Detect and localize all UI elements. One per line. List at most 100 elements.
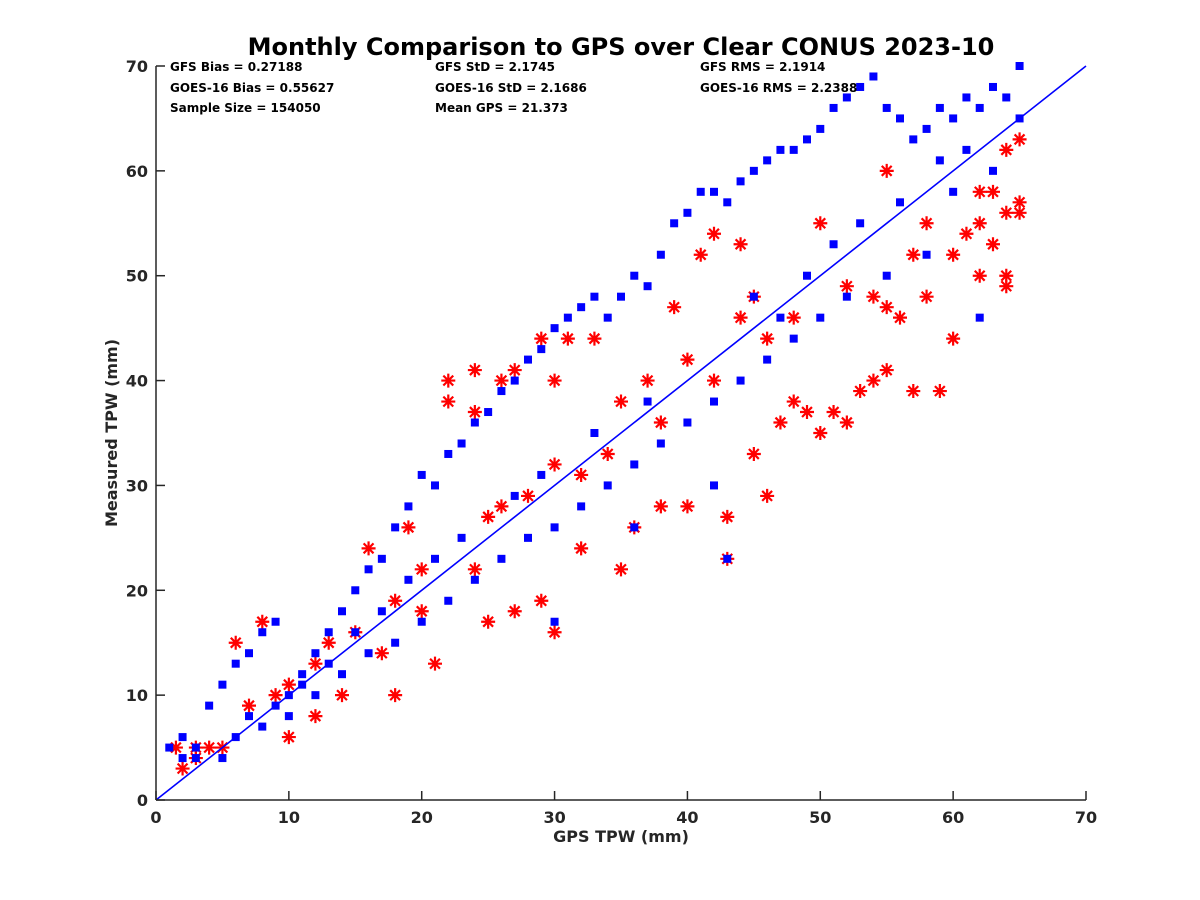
data-point xyxy=(271,617,280,626)
data-point xyxy=(361,541,376,556)
data-point xyxy=(614,562,628,577)
x-tick-label: 30 xyxy=(543,808,565,827)
chart-title: Monthly Comparison to GPS over Clear CON… xyxy=(248,33,995,61)
data-point xyxy=(534,593,549,608)
data-point xyxy=(537,345,546,354)
data-point xyxy=(746,446,761,461)
data-point xyxy=(377,607,386,616)
data-point xyxy=(467,405,482,420)
data-point xyxy=(842,93,851,102)
data-point xyxy=(640,373,655,388)
data-point xyxy=(165,743,174,752)
data-point xyxy=(707,226,721,241)
data-point xyxy=(175,761,190,776)
y-tick-label: 60 xyxy=(126,162,148,181)
axes xyxy=(155,66,1086,801)
data-point xyxy=(467,562,482,577)
data-point xyxy=(932,384,947,399)
data-point xyxy=(311,649,320,658)
data-point xyxy=(816,313,825,322)
data-point xyxy=(763,156,772,165)
data-point xyxy=(707,373,721,388)
data-point xyxy=(258,628,267,637)
gfs-series xyxy=(168,132,1027,776)
data-point xyxy=(351,586,360,595)
data-point xyxy=(497,554,506,563)
data-point xyxy=(839,279,854,294)
data-point xyxy=(441,373,456,388)
data-point xyxy=(470,575,479,584)
data-point xyxy=(414,604,429,619)
stat-gfs-std: GFS StD = 2.1745 xyxy=(435,60,555,74)
data-point xyxy=(693,247,708,262)
data-point xyxy=(975,103,984,112)
data-point xyxy=(470,418,479,427)
data-point xyxy=(683,418,692,427)
data-point xyxy=(919,289,934,304)
data-point xyxy=(999,205,1014,220)
data-point xyxy=(550,523,559,532)
data-point xyxy=(281,677,296,692)
data-point xyxy=(457,533,466,542)
y-tick-label: 70 xyxy=(126,57,148,76)
data-point xyxy=(962,145,971,154)
data-point xyxy=(882,271,891,280)
data-point xyxy=(563,313,572,322)
data-point xyxy=(786,394,801,409)
y-tick-label: 20 xyxy=(126,581,148,600)
x-axis-label: GPS TPW (mm) xyxy=(553,827,689,846)
data-point xyxy=(763,355,772,364)
data-point xyxy=(776,145,785,154)
data-point xyxy=(335,688,349,703)
data-point xyxy=(298,670,307,679)
data-point xyxy=(879,300,894,315)
data-point xyxy=(826,405,841,420)
x-tick-label: 10 xyxy=(278,808,300,827)
data-point xyxy=(441,394,456,409)
stat-gfs-bias: GFS Bias = 0.27188 xyxy=(170,60,302,74)
one-to-one-line xyxy=(155,65,1087,801)
data-point xyxy=(284,712,293,721)
data-point xyxy=(879,163,894,178)
x-tick-label: 40 xyxy=(676,808,698,827)
data-point xyxy=(643,282,652,291)
data-point xyxy=(999,279,1014,294)
data-point xyxy=(494,373,509,388)
data-point xyxy=(574,467,589,482)
y-tick-label: 0 xyxy=(137,791,148,810)
data-point xyxy=(882,103,891,112)
data-point xyxy=(723,198,732,207)
data-point xyxy=(710,187,718,196)
y-tick-label: 40 xyxy=(126,372,148,391)
data-point xyxy=(829,103,838,112)
data-point xyxy=(417,470,426,479)
data-point xyxy=(351,628,360,637)
data-point xyxy=(829,240,838,249)
data-point xyxy=(401,520,416,535)
data-point xyxy=(218,754,227,763)
data-point xyxy=(906,247,921,262)
data-point xyxy=(281,730,296,745)
data-point xyxy=(484,408,493,417)
data-point xyxy=(866,289,881,304)
data-point xyxy=(245,712,253,721)
data-point xyxy=(338,607,346,616)
data-point xyxy=(338,670,346,679)
data-point xyxy=(228,635,243,650)
data-point xyxy=(524,533,532,542)
data-point xyxy=(202,740,217,755)
data-point xyxy=(760,488,775,503)
stat-gfs-rms: GFS RMS = 2.1914 xyxy=(700,60,825,74)
data-point xyxy=(866,373,881,388)
data-point xyxy=(467,363,482,378)
x-tick-label: 50 xyxy=(809,808,831,827)
data-point xyxy=(946,331,961,346)
data-point xyxy=(856,219,865,228)
data-point xyxy=(494,499,509,514)
data-point xyxy=(600,446,615,461)
data-point xyxy=(191,743,200,752)
data-point xyxy=(896,198,904,207)
data-point xyxy=(893,310,907,325)
data-point xyxy=(839,415,854,430)
data-point xyxy=(245,649,253,658)
